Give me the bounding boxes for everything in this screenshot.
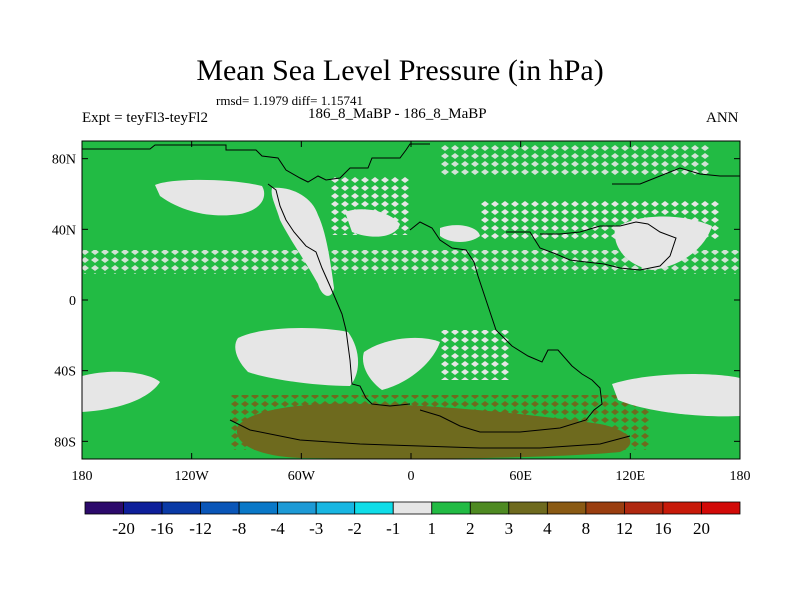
colorbar-swatch: [84, 501, 124, 515]
colorbar-label: -1: [386, 519, 400, 538]
colorbar-swatch: [431, 501, 471, 515]
north-pacific-region: [155, 179, 265, 216]
siberia-coast: [612, 167, 740, 185]
asia-coast: [506, 221, 677, 271]
colorbar-label: 20: [693, 519, 710, 538]
stats-label: rmsd= 1.1979 diff= 1.15741: [216, 93, 363, 108]
x-tick-label: 120W: [175, 469, 210, 484]
chart-title: Mean Sea Level Pressure (in hPa): [196, 54, 604, 87]
indian-dotted-patch: [440, 330, 510, 380]
antarctic-region: [236, 403, 631, 459]
colorbar-label: -4: [271, 519, 286, 538]
colorbar-label: 3: [505, 519, 514, 538]
colorbar-label: 8: [582, 519, 591, 538]
colorbar-swatch: [508, 501, 548, 515]
colorbar-label: -12: [189, 519, 212, 538]
colorbar-swatch: [392, 501, 433, 515]
y-tick-label: 40N: [52, 223, 76, 238]
colorbar-label: 16: [654, 519, 671, 538]
colorbar-label: -16: [151, 519, 174, 538]
x-tick-label: 60W: [288, 469, 316, 484]
colorbar-label: -3: [309, 519, 323, 538]
south-indian-east-region: [612, 374, 740, 417]
x-tick-label: 60E: [509, 469, 532, 484]
colorbar-label: 12: [616, 519, 633, 538]
season-label: ANN: [706, 110, 739, 126]
colorbar-swatch: [662, 501, 702, 515]
colorbar-swatch: [701, 501, 741, 515]
experiment-label: Expt = teyFl3-teyFl2: [82, 110, 208, 126]
colorbar-swatch: [277, 501, 317, 515]
americas-coast: [267, 183, 411, 407]
colorbar-swatch: [200, 501, 240, 515]
map-field: [82, 141, 740, 459]
east-pacific-south-region: [235, 328, 359, 386]
colorbar-swatch: [123, 501, 163, 515]
x-tick-label: 180: [730, 469, 751, 484]
colorbar-swatch: [354, 501, 394, 515]
antarctic-coast: [229, 419, 631, 449]
colorbar: -20 -16 -12 -8 -4 -3 -2 -1 1 2 3 4 8 12 16 20: [84, 501, 741, 538]
colorbar-swatch: [315, 501, 356, 515]
case-label: 186_8_MaBP - 186_8_MaBP: [308, 106, 487, 122]
colorbar-label: 4: [543, 519, 552, 538]
y-tick-label: 40S: [54, 365, 76, 380]
y-axis: 80N 40N 0 40S 80S: [52, 153, 740, 450]
colorbar-swatch: [546, 501, 587, 515]
arctic-coast: [82, 143, 430, 183]
coastlines: [82, 143, 740, 449]
colorbar-label: -20: [112, 519, 135, 538]
colorbar-swatch: [161, 501, 201, 515]
colorbar-swatch: [624, 501, 664, 515]
x-tick-label: 0: [408, 469, 415, 484]
colorbar-label: -2: [348, 519, 362, 538]
south-atlantic-region: [362, 337, 440, 390]
y-tick-label: 0: [69, 294, 76, 309]
south-pacific-west-region: [82, 371, 160, 412]
colorbar-swatch: [585, 501, 625, 515]
arctic-dotted-band: [440, 145, 710, 175]
y-tick-label: 80S: [54, 435, 76, 450]
central-asia-region: [614, 216, 712, 270]
colorbar-label: 2: [466, 519, 475, 538]
y-tick-label: 80N: [52, 153, 76, 168]
europe-region: [440, 225, 480, 242]
colorbar-label: 1: [428, 519, 437, 538]
x-tick-label: 180: [72, 469, 93, 484]
x-axis: 180 120W 60W 0 60E 120E 180: [72, 141, 751, 484]
colorbar-swatch: [238, 501, 279, 515]
colorbar-swatch: [469, 501, 510, 515]
colorbar-label: -8: [232, 519, 246, 538]
north-atlantic-region: [345, 209, 400, 237]
x-tick-label: 120E: [616, 469, 646, 484]
africa-coast: [409, 221, 603, 433]
